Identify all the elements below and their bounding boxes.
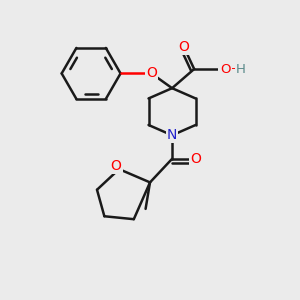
Text: O: O [111,159,122,173]
Text: H: H [236,62,245,76]
Text: O: O [190,152,201,166]
Text: O: O [221,62,231,76]
Text: N: N [167,128,177,142]
Text: O: O [146,66,157,80]
Text: O: O [178,40,189,54]
Text: OH: OH [219,62,240,76]
